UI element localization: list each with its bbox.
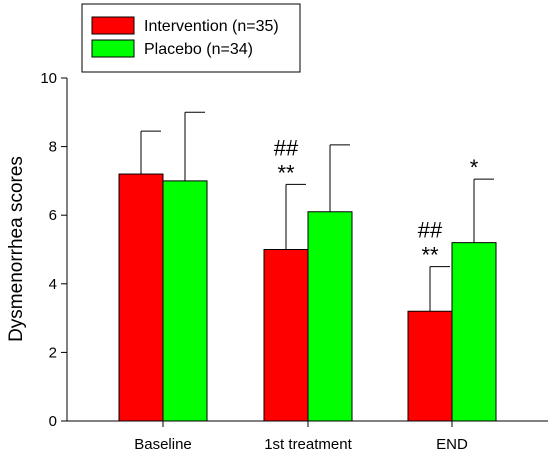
significance-marker: ** — [277, 160, 295, 185]
significance-marker: ** — [421, 243, 439, 268]
x-tick-label: END — [436, 436, 468, 453]
bar-placebo-1 — [307, 211, 353, 422]
y-tick-label: 6 — [49, 207, 57, 224]
bar-intervention-0 — [118, 173, 164, 422]
x-tick-label: Baseline — [134, 436, 192, 453]
y-axis-title: Dysmenorrhea scores — [6, 156, 27, 342]
y-tick-label: 2 — [49, 344, 57, 361]
significance-marker: ## — [274, 135, 299, 160]
x-tick-label: 1st treatment — [264, 436, 352, 453]
significance-marker: ## — [418, 218, 443, 243]
legend-label-placebo: Placebo (n=34) — [144, 41, 253, 58]
bar-placebo-0 — [162, 180, 208, 422]
legend-swatch-placebo — [91, 39, 135, 58]
y-tick-label: 10 — [40, 70, 57, 87]
legend: Intervention (n=35) Placebo (n=34) — [81, 3, 301, 73]
y-tick-label: 0 — [49, 413, 57, 430]
bar-intervention-1 — [263, 249, 309, 422]
legend-box — [81, 3, 301, 73]
legend-label-intervention: Intervention (n=35) — [144, 18, 279, 35]
bar-intervention-2 — [407, 310, 453, 422]
significance-marker: * — [470, 155, 479, 180]
legend-swatch-intervention — [91, 16, 135, 35]
y-tick-label: 4 — [49, 276, 57, 293]
bar-placebo-2 — [451, 242, 497, 422]
y-tick-label: 8 — [49, 139, 57, 156]
